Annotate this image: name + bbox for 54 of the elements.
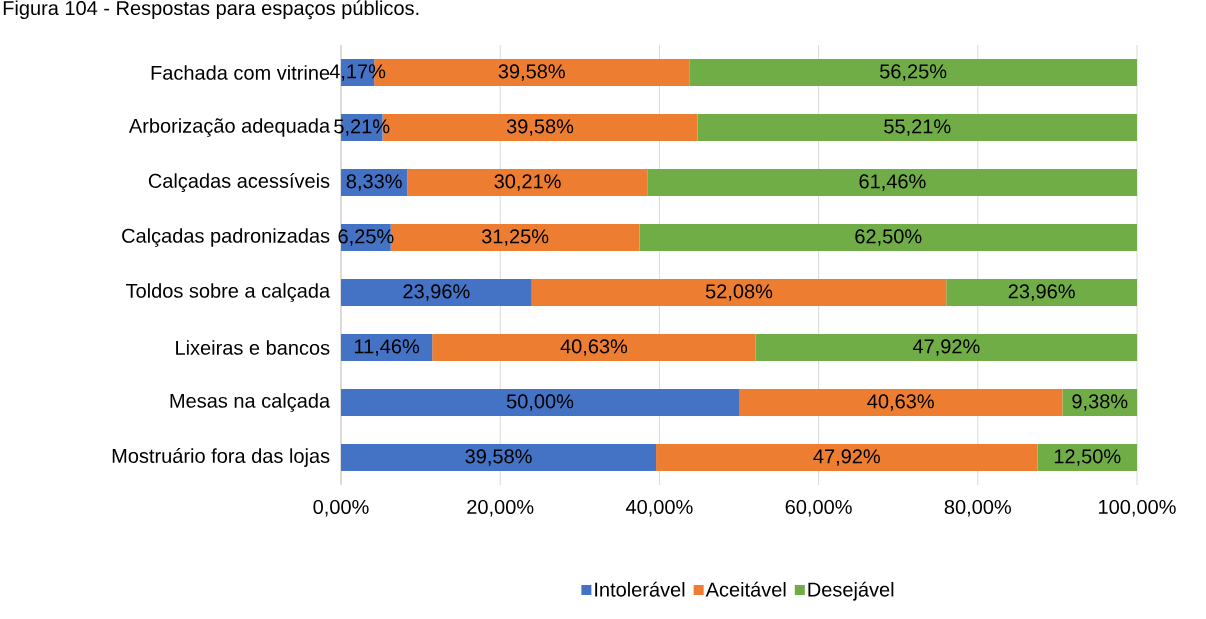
y-tick-label: Toldos sobre a calçada xyxy=(126,283,331,302)
y-tick-label: Fachada com vitrine xyxy=(151,65,330,80)
bar xyxy=(739,389,1063,417)
bar xyxy=(432,334,756,362)
x-tick-label: 60,00% xyxy=(785,499,852,517)
data-label: 47,92% xyxy=(813,449,880,466)
y-tick-label: Mostruário fora das lojas xyxy=(112,448,330,467)
data-label: 39,58% xyxy=(506,119,574,136)
data-label: 52,08% xyxy=(705,284,773,301)
data-label: 11,46% xyxy=(354,339,420,356)
data-label: 39,58% xyxy=(465,449,532,466)
bar xyxy=(341,279,532,307)
legend-label: Intolerável xyxy=(595,581,685,597)
data-label: 47,92% xyxy=(912,339,980,356)
bar xyxy=(697,114,1138,142)
x-tick-label: 20,00% xyxy=(467,499,534,517)
bar xyxy=(689,59,1138,87)
y-tick-label: Calçadas padronizadas xyxy=(122,228,330,247)
data-label: 62,50% xyxy=(855,229,922,246)
chart-title: Figura 104 - Respostas para espaços públicos. xyxy=(3,0,419,20)
data-label: 30,21% xyxy=(494,174,561,191)
bar xyxy=(341,334,433,362)
data-label: 8,33% xyxy=(346,174,402,191)
bar xyxy=(341,389,740,417)
y-tick-label: Mesas na calçada xyxy=(170,393,331,412)
bar xyxy=(755,334,1138,362)
bar xyxy=(639,224,1138,252)
data-label: 56,25% xyxy=(880,64,947,81)
data-label: 23,96% xyxy=(1008,284,1075,301)
data-label: 40,63% xyxy=(867,394,934,411)
x-tick-label: 0,00% xyxy=(313,499,369,517)
data-label: 39,58% xyxy=(498,64,565,81)
bar xyxy=(341,444,657,472)
x-tick-label: 80,00% xyxy=(944,499,1011,517)
bar xyxy=(407,169,648,197)
data-label: 31,25% xyxy=(481,229,549,246)
y-tick-label: Lixeiras e bancos xyxy=(176,340,330,355)
legend-label: Desejável xyxy=(808,581,894,601)
legend-label: Aceitável xyxy=(705,581,786,597)
data-label: 23,96% xyxy=(403,284,470,301)
data-label: 55,21% xyxy=(884,119,951,136)
bar xyxy=(946,279,1138,307)
y-tick-label: Calçadas acessíveis xyxy=(148,173,330,192)
data-label: 9,38% xyxy=(1072,394,1128,411)
bar xyxy=(531,279,947,307)
bar xyxy=(647,169,1138,197)
data-label: 40,63% xyxy=(560,339,628,356)
data-label: 12,50% xyxy=(1054,449,1121,466)
x-tick-label: 100,00% xyxy=(1099,499,1176,517)
data-label: 61,46% xyxy=(859,174,926,191)
y-tick-label: Arborização adequada xyxy=(128,118,331,137)
data-label: 50,00% xyxy=(506,394,574,411)
bar xyxy=(656,444,1038,472)
x-tick-label: 40,00% xyxy=(625,499,693,517)
